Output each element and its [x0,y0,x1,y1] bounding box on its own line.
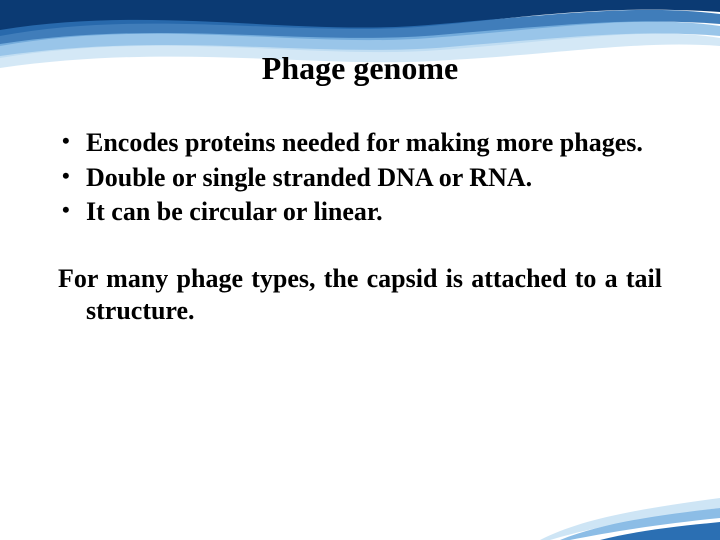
bullet-item: It can be circular or linear. [58,196,662,229]
footer-swoosh-decoration [540,480,720,540]
bullet-item: Double or single stranded DNA or RNA. [58,162,662,195]
bullet-list: Encodes proteins needed for making more … [48,127,672,229]
slide-content: Phage genome Encodes proteins needed for… [0,0,720,328]
body-paragraph: For many phage types, the capsid is atta… [76,263,672,328]
slide-title: Phage genome [48,50,672,87]
bullet-item: Encodes proteins needed for making more … [58,127,662,160]
